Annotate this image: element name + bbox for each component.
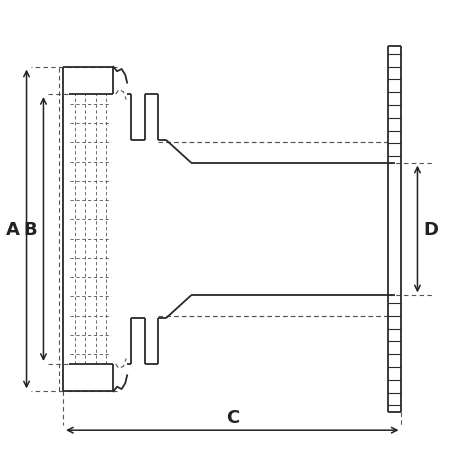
Text: C: C bbox=[225, 409, 238, 426]
Text: D: D bbox=[423, 220, 438, 239]
Text: B: B bbox=[24, 220, 37, 239]
Text: A: A bbox=[6, 220, 20, 239]
